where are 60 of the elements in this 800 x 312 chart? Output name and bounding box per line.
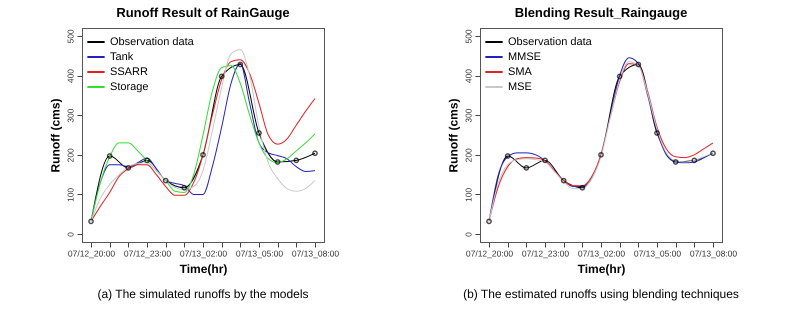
point xyxy=(523,165,530,171)
chart-title: Blending Result_Raingauge xyxy=(514,5,688,20)
point xyxy=(542,157,548,164)
x-tick-label: 07/12_23:00 xyxy=(124,248,172,258)
x-tick-label: 07/13_02:00 xyxy=(578,248,626,258)
y-tick-label: 400 xyxy=(66,68,76,84)
y-axis-title: Runoff (cms) xyxy=(446,98,460,172)
legend-label: Observation data xyxy=(110,36,195,48)
text: (b) The estimated runoffs using blending techniques xyxy=(463,287,739,301)
point xyxy=(672,159,679,165)
legend-label: SSARR xyxy=(110,66,148,78)
point xyxy=(691,157,698,164)
x-tick-label: 07/13_02:00 xyxy=(180,248,228,258)
y-tick-label: 100 xyxy=(464,188,474,202)
y-tick-label: 200 xyxy=(66,148,76,162)
y-tick-label: 0 xyxy=(464,232,474,237)
x-axis-title: Time(hr) xyxy=(180,262,228,276)
point xyxy=(162,178,169,184)
point xyxy=(200,152,206,158)
point xyxy=(256,130,262,136)
x-tick-label: 07/13_08:00 xyxy=(292,248,340,258)
chart-title: Runoff Result of RainGauge xyxy=(116,5,290,20)
x-axis-title: Time(hr) xyxy=(578,262,626,276)
point xyxy=(598,152,604,158)
y-tick-label: 200 xyxy=(464,148,474,162)
y-tick-label: 500 xyxy=(66,29,76,44)
x-tick-label: 07/13_05:00 xyxy=(634,248,682,258)
text: (a) The simulated runoffs by the models xyxy=(98,287,308,301)
legend-label: SMA xyxy=(508,66,532,78)
point xyxy=(106,153,113,159)
point xyxy=(635,62,642,68)
point xyxy=(616,73,623,80)
point xyxy=(504,153,511,159)
y-tick-label: 400 xyxy=(464,68,474,84)
point xyxy=(654,130,660,136)
y-tick-label: 300 xyxy=(464,108,474,123)
point xyxy=(560,178,567,184)
x-tick-label: 07/12_20:00 xyxy=(466,248,514,258)
point xyxy=(237,62,244,68)
point xyxy=(579,184,586,191)
y-axis-title: Runoff (cms) xyxy=(48,98,62,172)
point xyxy=(125,165,132,171)
point xyxy=(293,157,300,164)
point xyxy=(218,73,225,80)
x-tick-label: 07/13_08:00 xyxy=(690,248,738,258)
point xyxy=(181,184,188,191)
x-tick-label: 07/12_20:00 xyxy=(68,248,116,258)
point xyxy=(274,159,281,165)
y-tick-label: 300 xyxy=(66,108,76,123)
point xyxy=(144,157,150,164)
x-tick-label: 07/12_23:00 xyxy=(522,248,570,258)
legend-label: Tank xyxy=(110,51,134,63)
x-tick-label: 07/13_05:00 xyxy=(236,248,284,258)
y-tick-label: 100 xyxy=(66,188,76,202)
legend-label: MSE xyxy=(508,81,532,93)
legend-label: Observation data xyxy=(508,36,593,48)
y-tick-label: 0 xyxy=(66,232,76,237)
legend-label: Storage xyxy=(110,81,149,93)
y-tick-label: 500 xyxy=(464,29,474,44)
legend-label: MMSE xyxy=(508,51,541,63)
